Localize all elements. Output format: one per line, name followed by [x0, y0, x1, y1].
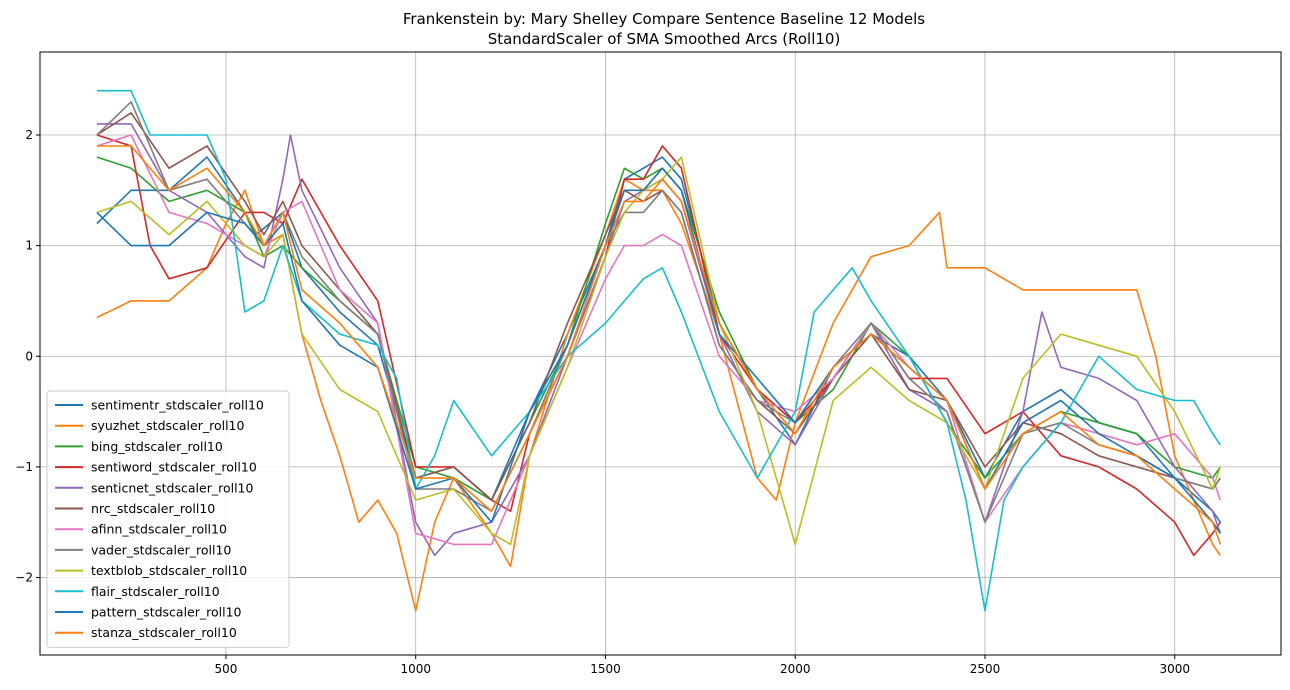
y-tick-label: 1	[25, 239, 33, 253]
plot-frame	[39, 51, 1282, 656]
series-line-flair_stdscaler_roll10	[96, 89, 1221, 612]
legend-label: stanza_stdscaler_roll10	[91, 625, 237, 640]
y-tick-label: −2	[15, 571, 33, 585]
legend-label: pattern_stdscaler_roll10	[91, 605, 242, 620]
legend-label: vader_stdscaler_roll10	[91, 542, 231, 557]
x-tick-label: 2000	[780, 662, 811, 676]
legend-label: bing_stdscaler_roll10	[91, 439, 223, 454]
legend-box	[46, 390, 290, 648]
legend-label: flair_stdscaler_roll10	[91, 584, 220, 599]
x-tick-label: 1000	[400, 662, 431, 676]
series-line-pattern_stdscaler_roll10	[96, 167, 1221, 534]
x-tick-label: 500	[215, 662, 238, 676]
y-tick-label: 0	[25, 349, 33, 363]
legend-label: sentiword_stdscaler_roll10	[91, 460, 257, 475]
x-tick-label: 3000	[1159, 662, 1190, 676]
legend-label: nrc_stdscaler_roll10	[91, 501, 215, 516]
series-line-stanza_stdscaler_roll10	[96, 145, 1222, 545]
series-group	[96, 89, 1222, 612]
chart-subtitle: StandardScaler of SMA Smoothed Arcs (Rol…	[488, 30, 841, 48]
legend-label: syuzhet_stdscaler_roll10	[91, 418, 245, 433]
legend-label: senticnet_stdscaler_roll10	[91, 480, 253, 495]
y-tick-label: −1	[15, 460, 33, 474]
legend-label: sentimentr_stdscaler_roll10	[91, 398, 264, 413]
series-line-sentiword_stdscaler_roll10	[96, 134, 1221, 557]
axis-ticks: 500 1000 1500 2000 2500 3000 −2 −1 0 1 2	[15, 128, 1190, 676]
legend-label: afinn_stdscaler_roll10	[91, 522, 227, 537]
y-tick-label: 2	[25, 128, 33, 142]
legend-label: textblob_stdscaler_roll10	[91, 563, 247, 578]
x-tick-label: 2500	[970, 662, 1001, 676]
chart-title: Frankenstein by: Mary Shelley Compare Se…	[403, 10, 925, 28]
legend: sentimentr_stdscaler_roll10 syuzhet_stdsc…	[46, 390, 290, 648]
x-tick-label: 1500	[590, 662, 621, 676]
